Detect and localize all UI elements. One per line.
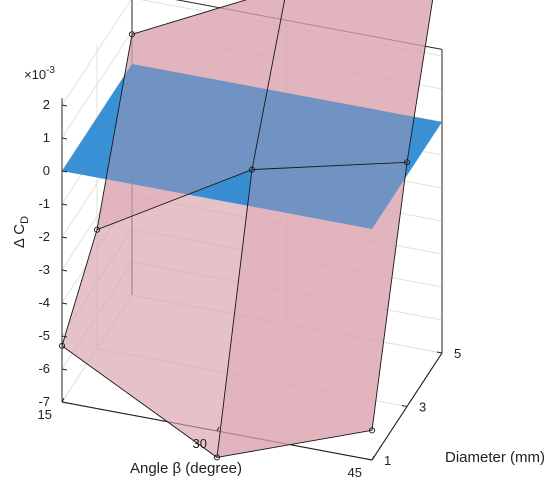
- z-tick-label: 0: [43, 163, 50, 178]
- y-tick-mark: [436, 351, 443, 354]
- z-tick-label: -5: [38, 328, 50, 343]
- data-point-marker: [213, 454, 221, 461]
- z-axis-label-main: Δ C: [11, 224, 28, 248]
- surface-mesh-line: [61, 345, 373, 458]
- z-axis-label: Δ CD: [11, 216, 31, 248]
- z-exponent-base: ×10: [24, 67, 46, 82]
- z-tick-mark: [61, 302, 68, 305]
- x-axis-label: Angle β (degree): [130, 460, 242, 477]
- x-tick-mark: [216, 426, 220, 432]
- z-tick-mark: [61, 269, 68, 272]
- z-tick-mark: [61, 203, 68, 206]
- z-tick-mark: [61, 401, 68, 404]
- surface-layer: [58, 0, 442, 461]
- data-point-marker: [128, 31, 136, 38]
- y-tick-label: 1: [384, 453, 391, 468]
- data-point-marker: [368, 427, 376, 434]
- x-tick-label: 30: [193, 436, 207, 451]
- surface-face-pink-overlay: [252, 0, 433, 170]
- surface-face-pink-overlay: [217, 162, 407, 458]
- data-point-marker: [58, 342, 66, 349]
- z-exponent-label: ×10-3: [24, 65, 55, 82]
- data-point-marker: [403, 159, 411, 166]
- z-tick-label: -4: [38, 295, 50, 310]
- x-tick-mark: [61, 397, 65, 403]
- z-tick-label: -6: [38, 361, 50, 376]
- data-point-marker: [93, 226, 101, 233]
- surface-face-pink-overlay: [97, 0, 285, 230]
- z-tick-mark: [61, 335, 68, 338]
- z-axis-label-sub: D: [19, 216, 31, 224]
- tick-labels: 2 1 0 -1 -2 -3 -4 -5 -6 -715 30 45 1 3 5: [38, 97, 462, 479]
- z-tick-mark: [61, 236, 68, 239]
- z-tick-label: -3: [38, 262, 50, 277]
- x-tick-label: 15: [38, 407, 52, 422]
- z-tick-label: 2: [43, 97, 50, 112]
- surface-face-blue: [62, 64, 442, 229]
- z-tick-label: -2: [38, 229, 50, 244]
- data-point-marker: [248, 166, 256, 173]
- z-tick-mark: [61, 368, 68, 371]
- z-tick-label: 1: [43, 130, 50, 145]
- y-tick-label: 3: [419, 400, 426, 415]
- z-tick-label: -7: [38, 394, 50, 409]
- z-tick-mark: [61, 170, 68, 173]
- z-tick-label: -1: [38, 196, 50, 211]
- y-axis-label: Diameter (mm): [445, 449, 545, 466]
- z-tick-mark: [61, 104, 68, 107]
- x-tick-mark: [371, 455, 375, 461]
- z-tick-mark: [61, 137, 68, 140]
- y-tick-mark: [401, 405, 408, 407]
- y-tick-mark: [366, 458, 373, 461]
- z-exponent-power: -3: [46, 65, 55, 76]
- surface-mesh-line: [96, 161, 408, 231]
- x-tick-label: 45: [348, 465, 362, 479]
- y-tick-label: 5: [454, 346, 461, 361]
- surface-mesh-line: [131, 0, 247, 35]
